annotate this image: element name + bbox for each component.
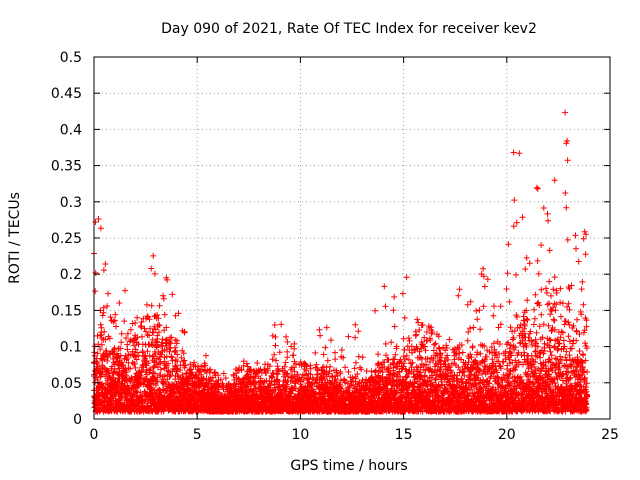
x-tick-label: 5: [193, 427, 202, 443]
y-tick-label: 0.2: [60, 267, 82, 283]
grid: [94, 57, 610, 419]
data-points: [91, 109, 591, 415]
y-tick-label: 0.5: [60, 50, 82, 66]
roti-markers: [91, 109, 591, 415]
y-tick-label: 0.3: [60, 195, 82, 211]
y-tick-label: 0.4: [60, 122, 82, 138]
x-tick-label: 0: [90, 427, 99, 443]
x-tick-label: 25: [601, 427, 619, 443]
y-tick-label: 0.35: [51, 159, 82, 175]
y-tick-label: 0: [73, 412, 82, 428]
y-axis-label: ROTI / TECUs: [7, 192, 23, 284]
y-tick-label: 0.05: [51, 376, 82, 392]
y-tick-label: 0.1: [60, 340, 82, 356]
y-tick-labels: 0 0.05 0.1 0.15 0.2 0.25 0.3 0.35 0.4 0.45 0.5: [51, 50, 82, 428]
x-axis-label: GPS time / hours: [290, 458, 407, 474]
x-tick-label: 20: [498, 427, 516, 443]
y-tick-label: 0.25: [51, 231, 82, 247]
y-tick-label: 0.15: [51, 303, 82, 319]
chart-title: Day 090 of 2021, Rate Of TEC Index for r…: [161, 21, 537, 37]
x-tick-label: 10: [291, 427, 309, 443]
x-tick-labels: 0 5 10 15 20 25: [90, 427, 619, 443]
y-tick-label: 0.45: [51, 86, 82, 102]
x-tick-label: 15: [395, 427, 413, 443]
axis-ticks: [93, 56, 611, 420]
